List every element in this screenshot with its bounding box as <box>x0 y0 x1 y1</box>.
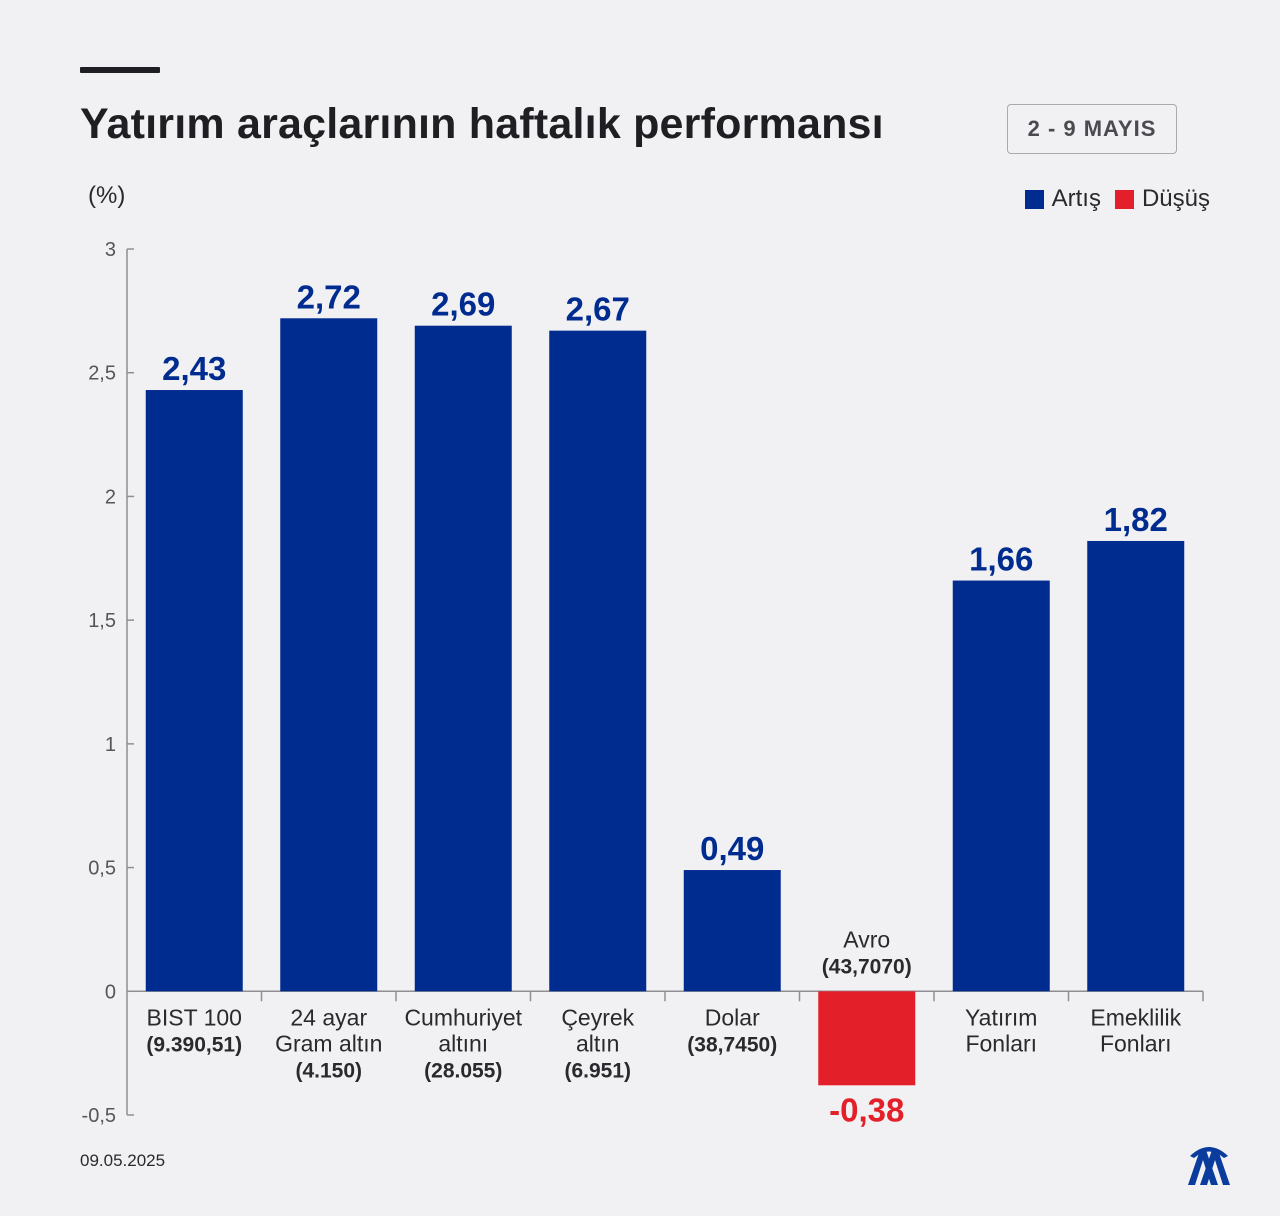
value-label: 2,69 <box>431 286 495 323</box>
y-tick-label: 1,5 <box>88 610 116 632</box>
legend-swatch-increase <box>1024 189 1044 209</box>
category-label: altın <box>576 1030 619 1056</box>
legend-item-increase: Artış <box>1024 185 1101 213</box>
value-label: -0,38 <box>829 1091 904 1128</box>
category-label: Gram altın <box>275 1030 382 1056</box>
category-label: Çeyrek <box>561 1004 634 1030</box>
bar <box>414 325 512 992</box>
category-label: Fonları <box>965 1030 1037 1056</box>
y-tick-label: 0,5 <box>88 858 116 880</box>
y-tick-label: 2,5 <box>88 363 116 385</box>
category-label: (6.951) <box>564 1059 631 1082</box>
bar <box>1087 540 1185 992</box>
y-tick-label: 0 <box>105 981 116 1003</box>
category-label: Fonları <box>1100 1030 1172 1056</box>
y-axis-unit: (%) <box>88 182 126 209</box>
category-label: Avro <box>843 926 890 952</box>
aa-logo: AA <box>1186 1142 1232 1186</box>
legend-label-decrease: Düşüş <box>1141 185 1210 212</box>
category-label: Dolar <box>705 1004 760 1030</box>
legend: Artış Düşüş <box>1011 185 1210 213</box>
category-label: (4.150) <box>295 1059 362 1082</box>
category-label: altını <box>438 1030 488 1056</box>
category-label: (38,7450) <box>687 1033 777 1056</box>
value-label: 1,82 <box>1104 501 1168 538</box>
category-label: (28.055) <box>424 1059 502 1082</box>
top-rule <box>80 67 160 73</box>
bar <box>818 991 916 1086</box>
category-label: BIST 100 <box>147 1004 242 1030</box>
y-tick-label: -0,5 <box>82 1105 116 1127</box>
bar <box>952 580 1050 992</box>
y-tick-label: 3 <box>105 239 116 261</box>
y-tick-label: 2 <box>105 486 116 508</box>
bar <box>683 870 781 992</box>
value-label: 2,72 <box>297 278 361 315</box>
category-label: Cumhuriyet <box>404 1004 522 1030</box>
value-label: 2,43 <box>162 350 226 387</box>
legend-label-increase: Artış <box>1051 185 1101 212</box>
date-range-badge: 2 - 9 MAYIS <box>1007 104 1177 154</box>
category-label: (43,7070) <box>822 955 912 978</box>
legend-swatch-decrease <box>1114 189 1134 209</box>
y-tick-label: 1 <box>105 734 116 756</box>
legend-item-decrease: Düşüş <box>1114 185 1210 213</box>
chart-title: Yatırım araçlarının haftalık performansı <box>80 100 884 148</box>
category-label: Yatırım <box>965 1004 1037 1030</box>
bar <box>280 318 378 992</box>
value-label: 0,49 <box>700 830 764 867</box>
category-label: Emeklilik <box>1090 1004 1181 1030</box>
value-label: 2,67 <box>566 291 630 328</box>
footer-date: 09.05.2025 <box>80 1151 166 1170</box>
bar <box>549 330 647 992</box>
category-label: 24 ayar <box>290 1004 367 1030</box>
category-label: (9.390,51) <box>146 1033 242 1056</box>
value-label: 1,66 <box>969 541 1033 578</box>
bar <box>145 390 243 992</box>
